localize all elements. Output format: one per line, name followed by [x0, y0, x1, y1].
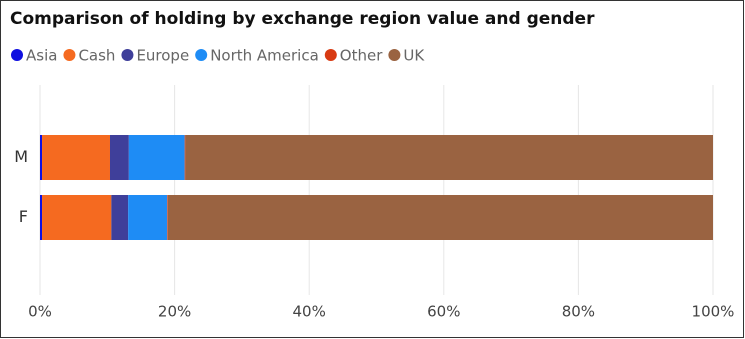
x-tick-label: 20%	[158, 303, 191, 321]
legend-marker	[324, 49, 337, 61]
legend-label: UK	[403, 47, 425, 65]
bar-segment	[40, 135, 43, 180]
legend-marker	[11, 49, 23, 61]
bar-segment	[128, 135, 185, 180]
bar-segment	[184, 135, 186, 180]
x-tick-label: 60%	[427, 303, 460, 321]
y-tick-label: M	[14, 147, 28, 166]
legend-label: Europe	[136, 47, 189, 65]
legend-marker	[195, 49, 208, 61]
legend-marker	[121, 49, 134, 61]
y-tick-label: F	[19, 207, 28, 226]
x-tick-label: 0%	[28, 303, 52, 321]
chart-title: Comparison of holding by exchange region…	[10, 9, 595, 29]
legend-label: North America	[210, 47, 319, 65]
legend-label: Asia	[26, 47, 57, 65]
legend-label: Other	[340, 47, 383, 65]
x-tick-label: 40%	[293, 303, 326, 321]
bar-segment	[167, 195, 713, 240]
bar-segment	[42, 195, 112, 240]
bar-segment	[167, 195, 168, 240]
bar-segment	[128, 195, 168, 240]
x-tick-label: 100%	[692, 303, 735, 321]
legend-label: Cash	[78, 47, 115, 65]
bar-segment	[109, 135, 129, 180]
bar-segment	[42, 135, 110, 180]
legend-marker	[63, 49, 76, 61]
bar-segment	[185, 135, 714, 180]
x-tick-label: 80%	[562, 303, 595, 321]
legend-marker	[388, 49, 401, 61]
bar-segment	[40, 195, 43, 240]
bar-segment	[111, 195, 129, 240]
